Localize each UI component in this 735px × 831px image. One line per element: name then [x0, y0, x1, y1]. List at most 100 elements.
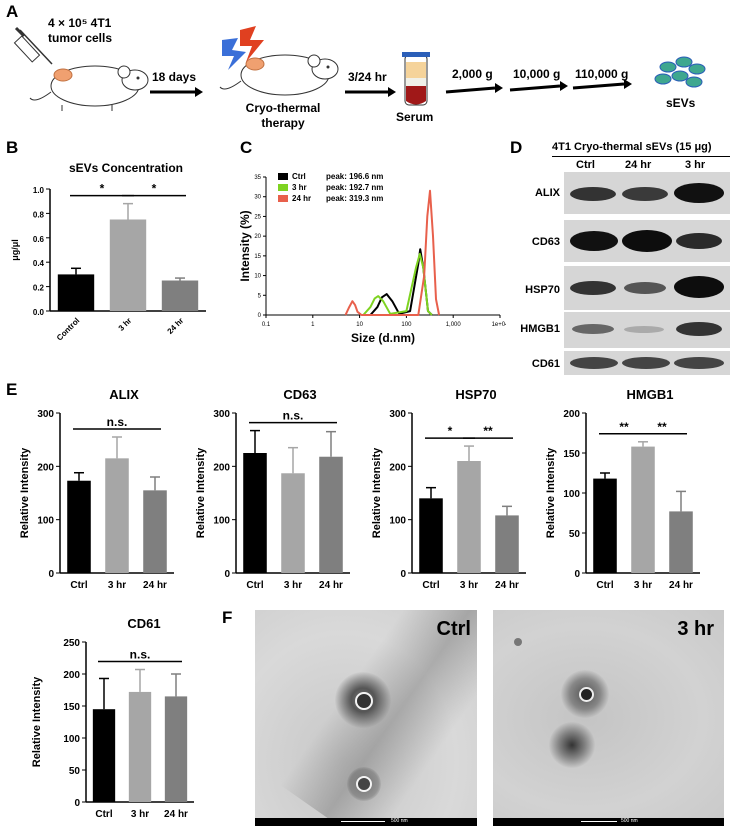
x-axis-label: Size (d.nm)	[351, 331, 415, 345]
chart-sevs-concentration: sEVs Concentration 0.0 0.2 0.4 0.6 0.8 1.0 μg/μ…	[10, 161, 206, 343]
syringe-icon	[13, 26, 53, 65]
x-tick-label: 24 hr	[495, 580, 519, 591]
chart-hsp70: HSP70 0 100 200 300 Relative Intensity Ctrl 3 h…	[371, 387, 526, 591]
y-tick-label: 10	[254, 274, 261, 280]
chart-title: CD61	[127, 616, 160, 631]
chart-hmgb1: HMGB1 0 50 100 150 200 Relative Intensity Ctrl 3…	[545, 387, 700, 591]
row-hsp70: HSP70	[525, 284, 560, 296]
cells-label: 4 × 10⁵ 4T1 tumor cells	[48, 16, 113, 45]
bar-1	[128, 691, 152, 802]
y-tick-label: 300	[213, 409, 230, 420]
serum-tube-icon	[402, 52, 430, 106]
chart-cd63: CD63 0 100 200 300 Relative Intensity Ctrl 3 hr…	[195, 387, 350, 591]
bar-0	[243, 453, 267, 573]
blot-cd61	[564, 351, 730, 375]
y-tick-label: 0.6	[33, 235, 45, 244]
lane-24hr: 24 hr	[625, 159, 652, 171]
blot-cd63	[564, 220, 730, 262]
y-tick-label: 100	[37, 516, 54, 527]
y-axis-label: Relative Intensity	[19, 447, 31, 538]
legend-peak: peak: 319.3 nm	[326, 194, 383, 203]
chart-title: HMGB1	[627, 387, 674, 402]
y-tick-label: 0.8	[33, 210, 45, 219]
row-cd63: CD63	[531, 236, 560, 248]
series-line-2	[344, 189, 441, 316]
bar-2	[495, 515, 519, 573]
lane-3hr: 3 hr	[685, 159, 706, 171]
y-tick-label: 0	[48, 569, 54, 580]
y-axis-label: μg/μl	[10, 239, 20, 261]
x-tick-label: 100	[401, 322, 412, 328]
tumor-icon	[53, 68, 73, 82]
panel-label-f: F	[222, 608, 233, 627]
x-tick-label: 24 hr	[143, 580, 167, 591]
x-tick-label: 10	[356, 322, 363, 328]
chart-size-distribution: 0.1 1 10 100 1,000 1e+04 0 5 10 15 20 25 30 35 Size (d…	[238, 172, 506, 345]
x-tick-label: 1e+04	[492, 322, 506, 328]
y-tick-label: 5	[258, 293, 262, 299]
western-title: 4T1 Cryo-thermal sEVs (15 μg)	[552, 141, 712, 153]
spin3-label: 110,000 g	[575, 67, 629, 81]
row-hmgb1: HMGB1	[520, 323, 560, 335]
x-tick-label: 3 hr	[284, 580, 302, 591]
y-tick-label: 200	[563, 409, 580, 420]
y-tick-label: 200	[37, 462, 54, 473]
legend-swatch	[278, 195, 288, 202]
chart-title: sEVs Concentration	[69, 161, 183, 175]
x-tick-label: 3 hr	[131, 809, 149, 820]
scale-bar-label: 500 nm	[621, 818, 638, 824]
y-tick-label: 20	[254, 234, 261, 240]
panel-label-d: D	[510, 138, 523, 157]
legend-swatch	[278, 173, 288, 180]
bar-2	[669, 511, 693, 573]
blot-hmgb1	[564, 312, 730, 348]
row-cd61: CD61	[531, 358, 560, 370]
x-tick-label: 3 hr	[117, 316, 134, 333]
y-tick-label: 0	[224, 569, 230, 580]
x-tick-label: Ctrl	[596, 580, 613, 591]
y-tick-label: 300	[389, 409, 406, 420]
schematic-panel: 4 × 10⁵ 4T1 tumor cells 18 days Cryo-ther…	[0, 0, 735, 138]
y-axis-label: Relative Intensity	[545, 447, 557, 538]
days-label: 18 days	[152, 70, 197, 84]
bar-0	[92, 709, 116, 802]
significance-label: n.s.	[130, 648, 151, 662]
panel-label-c: C	[240, 138, 253, 157]
therapy-label: Cryo-thermal therapy	[245, 101, 321, 130]
time-label: 3/24 hr	[348, 70, 387, 84]
y-axis-label: Intensity (%)	[238, 210, 252, 281]
panel-label-e: E	[6, 380, 18, 399]
bar-0	[593, 478, 617, 573]
panel-label-b: B	[6, 138, 19, 157]
western-blot-panel: 4T1 Cryo-thermal sEVs (15 μg) Ctrl 24 hr…	[510, 138, 735, 378]
y-tick-label: 150	[63, 702, 80, 713]
chart-alix: ALIX 0 100 200 300 Relative Intensity Ctrl 3 hr…	[19, 387, 174, 591]
bar-2	[143, 490, 167, 573]
legend-peak: peak: 192.7 nm	[326, 183, 383, 192]
y-tick-label: 200	[63, 670, 80, 681]
x-tick-label: 3 hr	[460, 580, 478, 591]
x-tick-label: 1	[311, 322, 315, 328]
y-tick-label: 25	[254, 214, 261, 220]
significance-label: *	[100, 182, 105, 196]
chart-title: ALIX	[109, 387, 139, 402]
x-tick-label: 3 hr	[634, 580, 652, 591]
x-tick-label: 24 hr	[669, 580, 693, 591]
tem-image-ctrl: Ctrl 500 nm	[255, 610, 477, 826]
mouse-treated-icon	[219, 54, 339, 96]
blot-hsp70	[564, 266, 730, 310]
significance-label: *	[152, 182, 157, 196]
legend-swatch	[278, 184, 288, 191]
y-tick-label: 100	[63, 734, 80, 745]
x-tick-label: 24 hr	[164, 809, 188, 820]
y-tick-label: 0	[574, 569, 580, 580]
y-tick-label: 200	[213, 462, 230, 473]
bar-1	[105, 458, 129, 573]
chart-title: HSP70	[455, 387, 496, 402]
y-axis-label: Relative Intensity	[31, 676, 43, 767]
y-tick-label: 0.2	[33, 284, 45, 293]
bar-2	[164, 696, 188, 802]
y-tick-label: 35	[254, 175, 261, 181]
x-tick-label: Ctrl	[70, 580, 87, 591]
y-tick-label: 100	[563, 489, 580, 500]
